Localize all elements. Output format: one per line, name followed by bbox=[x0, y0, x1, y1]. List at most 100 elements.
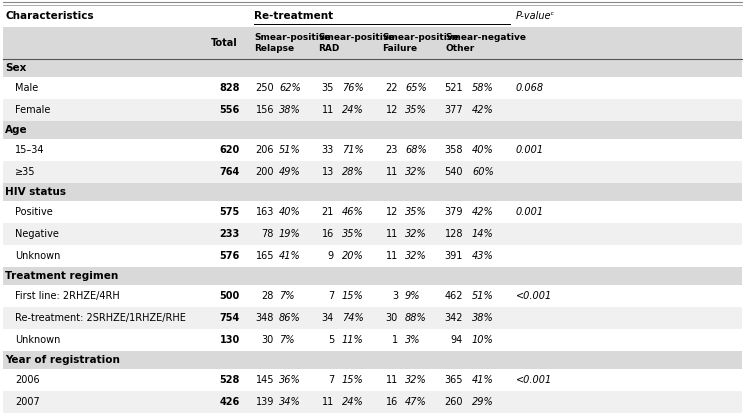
Bar bbox=[3, 413, 742, 418]
Text: 9: 9 bbox=[328, 251, 334, 261]
Text: Smear-positive
Failure: Smear-positive Failure bbox=[382, 33, 459, 54]
Text: 163: 163 bbox=[256, 207, 274, 217]
Text: 40%: 40% bbox=[279, 207, 301, 217]
Text: 41%: 41% bbox=[472, 375, 494, 385]
Text: 7%: 7% bbox=[279, 335, 294, 345]
Text: Re-treatment: 2SRHZE/1RHZE/RHE: Re-treatment: 2SRHZE/1RHZE/RHE bbox=[15, 313, 186, 323]
Text: 576: 576 bbox=[220, 251, 240, 261]
Text: 130: 130 bbox=[220, 335, 240, 345]
Text: 2006: 2006 bbox=[15, 375, 39, 385]
Text: 32%: 32% bbox=[405, 375, 427, 385]
Text: 379: 379 bbox=[445, 207, 463, 217]
Text: 500: 500 bbox=[220, 291, 240, 301]
Bar bbox=[3, 223, 742, 245]
Bar bbox=[3, 77, 742, 99]
Bar bbox=[3, 5, 742, 27]
Text: 41%: 41% bbox=[279, 251, 301, 261]
Text: 462: 462 bbox=[445, 291, 463, 301]
Text: Sex: Sex bbox=[5, 63, 26, 73]
Text: 33: 33 bbox=[322, 145, 334, 155]
Text: 165: 165 bbox=[256, 251, 274, 261]
Text: 38%: 38% bbox=[472, 313, 494, 323]
Text: 30: 30 bbox=[261, 335, 274, 345]
Text: 7%: 7% bbox=[279, 291, 294, 301]
Text: 426: 426 bbox=[220, 397, 240, 407]
Text: 11: 11 bbox=[386, 375, 398, 385]
Text: Negative: Negative bbox=[15, 229, 59, 239]
Bar bbox=[3, 139, 742, 161]
Text: 78: 78 bbox=[261, 229, 274, 239]
Text: 65%: 65% bbox=[405, 83, 427, 93]
Text: 358: 358 bbox=[445, 145, 463, 155]
Text: 540: 540 bbox=[445, 167, 463, 177]
Text: 24%: 24% bbox=[342, 105, 364, 115]
Text: 88%: 88% bbox=[405, 313, 427, 323]
Text: 0.068: 0.068 bbox=[516, 83, 544, 93]
Text: 3: 3 bbox=[392, 291, 398, 301]
Text: 15%: 15% bbox=[342, 291, 364, 301]
Text: Re-treatment: Re-treatment bbox=[254, 11, 333, 21]
Text: 9%: 9% bbox=[405, 291, 420, 301]
Text: 7: 7 bbox=[328, 375, 334, 385]
Text: 12: 12 bbox=[386, 207, 398, 217]
Text: 42%: 42% bbox=[472, 207, 494, 217]
Text: 40%: 40% bbox=[472, 145, 494, 155]
Text: 60%: 60% bbox=[472, 167, 494, 177]
Text: 32%: 32% bbox=[405, 229, 427, 239]
Bar bbox=[3, 329, 742, 351]
Text: 43%: 43% bbox=[472, 251, 494, 261]
Text: Characteristics: Characteristics bbox=[5, 11, 94, 21]
Text: 2007: 2007 bbox=[15, 397, 39, 407]
Text: 139: 139 bbox=[256, 397, 274, 407]
Text: 14%: 14% bbox=[472, 229, 494, 239]
Text: 365: 365 bbox=[445, 375, 463, 385]
Text: 5: 5 bbox=[328, 335, 334, 345]
Text: Total: Total bbox=[212, 38, 238, 48]
Bar bbox=[3, 99, 742, 121]
Text: 754: 754 bbox=[220, 313, 240, 323]
Text: 22: 22 bbox=[385, 83, 398, 93]
Text: HIV status: HIV status bbox=[5, 187, 66, 197]
Text: 20%: 20% bbox=[342, 251, 364, 261]
Text: 11: 11 bbox=[386, 251, 398, 261]
Text: 21: 21 bbox=[322, 207, 334, 217]
Text: 200: 200 bbox=[256, 167, 274, 177]
Text: 46%: 46% bbox=[342, 207, 364, 217]
Text: 94: 94 bbox=[451, 335, 463, 345]
Text: 35%: 35% bbox=[405, 207, 427, 217]
Text: 16: 16 bbox=[386, 397, 398, 407]
Text: 36%: 36% bbox=[279, 375, 301, 385]
Text: 62%: 62% bbox=[279, 83, 301, 93]
Text: Year of registration: Year of registration bbox=[5, 355, 120, 365]
Text: 391: 391 bbox=[445, 251, 463, 261]
Text: 233: 233 bbox=[220, 229, 240, 239]
Text: Positive: Positive bbox=[15, 207, 53, 217]
Text: 24%: 24% bbox=[342, 397, 364, 407]
Bar bbox=[3, 369, 742, 391]
Text: 86%: 86% bbox=[279, 313, 301, 323]
Text: 156: 156 bbox=[256, 105, 274, 115]
Text: 28%: 28% bbox=[342, 167, 364, 177]
Text: Treatment regimen: Treatment regimen bbox=[5, 271, 118, 281]
Text: 29%: 29% bbox=[472, 397, 494, 407]
Bar bbox=[3, 351, 742, 369]
Text: 145: 145 bbox=[256, 375, 274, 385]
Text: 38%: 38% bbox=[279, 105, 301, 115]
Text: 15–34: 15–34 bbox=[15, 145, 45, 155]
Text: 260: 260 bbox=[445, 397, 463, 407]
Text: 35%: 35% bbox=[405, 105, 427, 115]
Text: <0.001: <0.001 bbox=[516, 291, 552, 301]
Text: 32%: 32% bbox=[405, 251, 427, 261]
Text: 348: 348 bbox=[256, 313, 274, 323]
Text: 0.001: 0.001 bbox=[516, 207, 544, 217]
Text: 128: 128 bbox=[445, 229, 463, 239]
Text: 11: 11 bbox=[322, 105, 334, 115]
Text: 28: 28 bbox=[261, 291, 274, 301]
Text: Unknown: Unknown bbox=[15, 335, 60, 345]
Text: 764: 764 bbox=[220, 167, 240, 177]
Text: 35: 35 bbox=[322, 83, 334, 93]
Text: 34: 34 bbox=[322, 313, 334, 323]
Text: 528: 528 bbox=[220, 375, 240, 385]
Text: 620: 620 bbox=[220, 145, 240, 155]
Text: P-valueᶜ: P-valueᶜ bbox=[516, 11, 555, 21]
